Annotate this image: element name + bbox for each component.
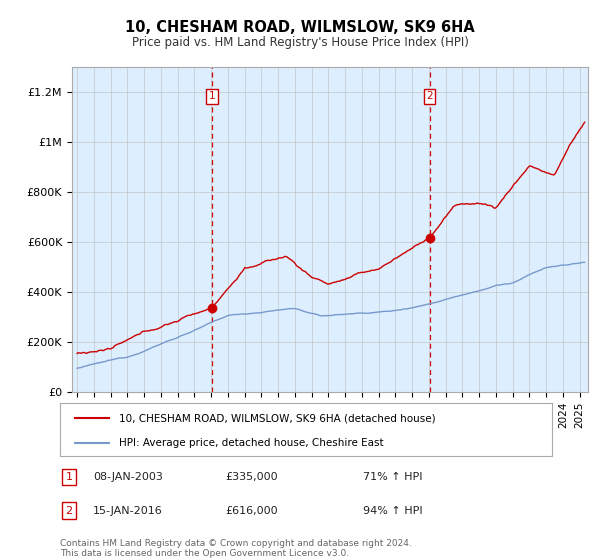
- Text: £616,000: £616,000: [225, 506, 278, 516]
- Text: 08-JAN-2003: 08-JAN-2003: [93, 472, 163, 482]
- Text: 94% ↑ HPI: 94% ↑ HPI: [363, 506, 422, 516]
- Text: 10, CHESHAM ROAD, WILMSLOW, SK9 6HA: 10, CHESHAM ROAD, WILMSLOW, SK9 6HA: [125, 20, 475, 35]
- Text: 10, CHESHAM ROAD, WILMSLOW, SK9 6HA (detached house): 10, CHESHAM ROAD, WILMSLOW, SK9 6HA (det…: [119, 413, 436, 423]
- Text: 2: 2: [426, 91, 433, 101]
- Text: 15-JAN-2016: 15-JAN-2016: [93, 506, 163, 516]
- Text: Price paid vs. HM Land Registry's House Price Index (HPI): Price paid vs. HM Land Registry's House …: [131, 36, 469, 49]
- Text: HPI: Average price, detached house, Cheshire East: HPI: Average price, detached house, Ches…: [119, 438, 383, 448]
- Text: 1: 1: [208, 91, 215, 101]
- Text: 71% ↑ HPI: 71% ↑ HPI: [363, 472, 422, 482]
- Text: 2: 2: [65, 506, 73, 516]
- Text: £335,000: £335,000: [225, 472, 278, 482]
- Text: 1: 1: [65, 472, 73, 482]
- Text: Contains HM Land Registry data © Crown copyright and database right 2024.
This d: Contains HM Land Registry data © Crown c…: [60, 539, 412, 558]
